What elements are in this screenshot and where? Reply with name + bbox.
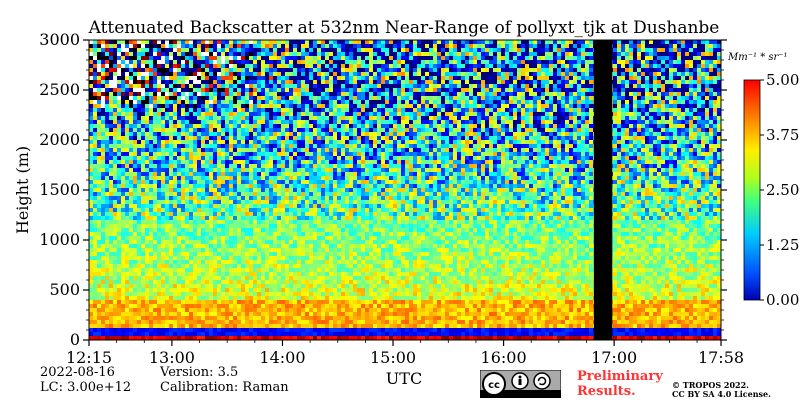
- x-tick-label: 17:58: [698, 348, 744, 367]
- x-axis: 12:15 13:00 14:00 15:00 16:00 17:00 17:58: [66, 340, 744, 367]
- colorbar-tick-label: 1.25: [766, 236, 799, 254]
- cc-icon: [482, 372, 506, 396]
- y-axis-label: Height (m): [13, 146, 32, 234]
- y-tick-label: 500: [49, 280, 80, 299]
- sa-label: SA: [538, 391, 547, 398]
- copyright-notice: © TROPOS 2022. CC BY SA 4.0 License.: [672, 381, 771, 399]
- cc-icon-label: cc: [488, 380, 500, 391]
- colorbar: [743, 79, 761, 301]
- y-tick-label: 2000: [39, 130, 80, 149]
- colorbar-tick-label: 3.75: [766, 126, 799, 144]
- x-tick-label: 14:00: [259, 348, 305, 367]
- no-data-gap: [593, 40, 613, 340]
- preliminary-line1: Preliminary: [577, 369, 663, 384]
- colorbar-tick-label: 0.00: [766, 291, 799, 309]
- footer-calibration: Calibration: Raman: [160, 380, 289, 395]
- sa-icon: [533, 372, 551, 390]
- y-tick-label: 3000: [39, 30, 80, 49]
- cc-license-badge: cc BY SA: [480, 370, 561, 398]
- by-label: BY: [516, 391, 524, 398]
- footer-version: Version: 3.5: [160, 365, 239, 380]
- colorbar-tick-label: 2.50: [766, 181, 799, 199]
- x-tick-label: 13:00: [149, 348, 195, 367]
- colorbar-unit: Mm⁻¹ * sr⁻¹: [727, 52, 788, 63]
- footer-lc: LC: 3.00e+12: [40, 380, 132, 395]
- footer-date: 2022-08-16: [40, 365, 115, 380]
- y-tick-label: 1000: [39, 230, 80, 249]
- copyright-line1: © TROPOS 2022.: [672, 380, 749, 390]
- y-tick-label: 2500: [39, 80, 80, 99]
- copyright-line2: CC BY SA 4.0 License.: [672, 389, 771, 399]
- preliminary-line2: Results.: [577, 384, 636, 399]
- heatmap-area: [89, 40, 721, 340]
- preliminary-results-label: Preliminary Results.: [577, 369, 663, 399]
- x-tick-label: 12:15: [66, 348, 112, 367]
- x-tick-label: 15:00: [370, 348, 416, 367]
- y-tick-label: 0: [70, 330, 80, 349]
- chart-title: Attenuated Backscatter at 532nm Near-Ran…: [88, 18, 720, 38]
- colorbar-tick-label: 5.00: [766, 71, 799, 89]
- x-axis-label: UTC: [386, 369, 422, 388]
- colorbar-ticks: 0.00 1.25 2.50 3.75 5.00: [760, 71, 799, 309]
- x-tick-label: 17:00: [591, 348, 637, 367]
- y-axis: 0 500 1000 1500 2000 2500 3000: [39, 30, 727, 349]
- y-tick-label: 1500: [39, 180, 80, 199]
- x-tick-label: 16:00: [481, 348, 527, 367]
